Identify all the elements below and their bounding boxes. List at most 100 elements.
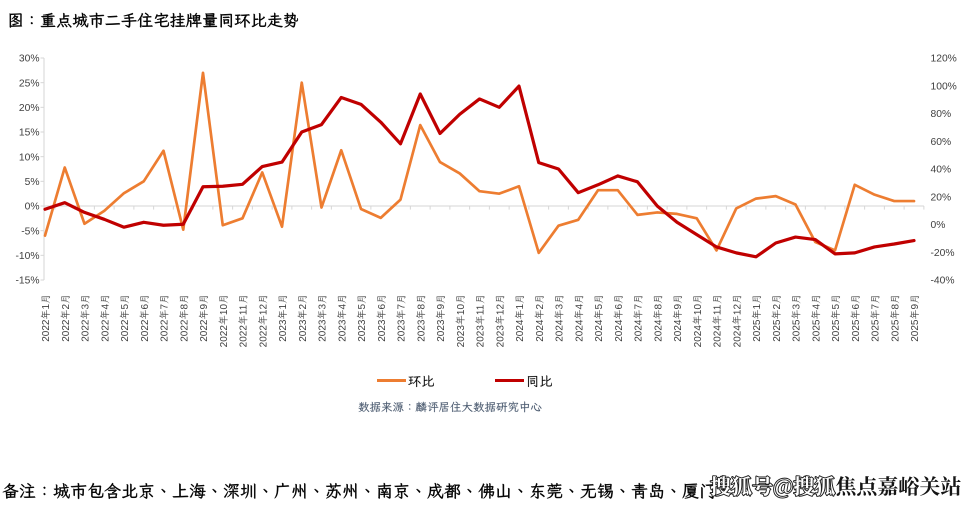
svg-text:2022: 2022	[100, 319, 111, 342]
svg-text:9: 9	[910, 304, 921, 310]
svg-text:10: 10	[456, 304, 467, 316]
svg-text:2: 2	[772, 304, 783, 310]
svg-text:40%: 40%	[931, 165, 952, 176]
svg-text:2022: 2022	[258, 325, 269, 348]
svg-text:0%: 0%	[931, 220, 946, 231]
svg-text:2025: 2025	[792, 319, 803, 342]
svg-text:80%: 80%	[931, 109, 952, 120]
svg-text:25%: 25%	[19, 78, 40, 89]
svg-text:2023: 2023	[298, 319, 309, 342]
svg-text:5%: 5%	[25, 177, 40, 188]
svg-text:11: 11	[713, 304, 724, 315]
svg-text:2023: 2023	[337, 319, 348, 342]
svg-text:2024: 2024	[515, 319, 526, 342]
svg-text:7: 7	[634, 304, 645, 310]
svg-text:11: 11	[476, 304, 487, 315]
svg-text:-5%: -5%	[21, 226, 39, 237]
svg-text:1: 1	[752, 304, 763, 310]
svg-text:6: 6	[140, 304, 151, 310]
svg-text:4: 4	[100, 304, 111, 310]
svg-text:8: 8	[416, 304, 427, 310]
svg-text:2023: 2023	[397, 319, 408, 342]
svg-text:2025: 2025	[831, 319, 842, 342]
svg-text:3: 3	[555, 304, 566, 310]
svg-text:2025: 2025	[811, 319, 822, 342]
svg-text:2025: 2025	[772, 319, 783, 342]
svg-text:1: 1	[278, 304, 289, 310]
svg-text:12: 12	[732, 304, 743, 316]
svg-text:20%: 20%	[931, 192, 952, 203]
svg-text:4: 4	[811, 304, 822, 310]
svg-text:7: 7	[871, 304, 882, 310]
svg-text:2024: 2024	[555, 319, 566, 342]
svg-text:1: 1	[515, 304, 526, 310]
svg-text:2022: 2022	[219, 325, 230, 348]
svg-text:120%: 120%	[931, 54, 957, 65]
svg-text:2024: 2024	[653, 319, 664, 342]
svg-text:2024: 2024	[673, 319, 684, 342]
svg-text:9: 9	[673, 304, 684, 310]
svg-text:6: 6	[851, 304, 862, 310]
svg-text:2024: 2024	[594, 319, 605, 342]
svg-text:100%: 100%	[931, 81, 957, 92]
svg-text:2023: 2023	[377, 319, 388, 342]
svg-text:3: 3	[792, 304, 803, 310]
svg-text:8: 8	[890, 304, 901, 310]
svg-text:5: 5	[594, 304, 605, 310]
svg-text:2022: 2022	[120, 319, 131, 342]
svg-text:7: 7	[397, 304, 408, 310]
svg-text:2024: 2024	[693, 325, 704, 348]
svg-text:30%: 30%	[19, 54, 40, 65]
svg-text:5: 5	[120, 304, 131, 310]
svg-text:2023: 2023	[495, 325, 506, 348]
svg-text:11: 11	[239, 304, 250, 315]
svg-text:9: 9	[436, 304, 447, 310]
svg-text:2025: 2025	[890, 319, 901, 342]
svg-text:2023: 2023	[318, 319, 329, 342]
svg-text:4: 4	[574, 304, 585, 310]
svg-text:2023: 2023	[416, 319, 427, 342]
svg-text:2023: 2023	[456, 325, 467, 348]
svg-text:2024: 2024	[634, 319, 645, 342]
svg-text:2022: 2022	[61, 319, 72, 342]
svg-text:10: 10	[693, 304, 704, 316]
svg-text:12: 12	[495, 304, 506, 316]
svg-text:10: 10	[219, 304, 230, 316]
svg-text:7: 7	[160, 304, 171, 310]
svg-text:2024: 2024	[713, 325, 724, 348]
svg-text:2022: 2022	[81, 319, 92, 342]
svg-text:8: 8	[179, 304, 190, 310]
svg-text:-15%: -15%	[15, 276, 39, 287]
svg-text:2024: 2024	[614, 319, 625, 342]
svg-text:2: 2	[298, 304, 309, 310]
svg-text:2022: 2022	[199, 319, 210, 342]
svg-text:1: 1	[41, 304, 52, 310]
svg-text:10%: 10%	[19, 152, 40, 163]
svg-text:2022: 2022	[239, 325, 250, 348]
svg-text:6: 6	[377, 304, 388, 310]
svg-text:5: 5	[357, 304, 368, 310]
svg-text:2025: 2025	[752, 319, 763, 342]
svg-text:6: 6	[614, 304, 625, 310]
svg-text:4: 4	[337, 304, 348, 310]
svg-text:0%: 0%	[25, 202, 40, 213]
svg-text:2025: 2025	[871, 319, 882, 342]
svg-text:2024: 2024	[535, 319, 546, 342]
svg-text:60%: 60%	[931, 137, 952, 148]
svg-text:3: 3	[81, 304, 92, 310]
svg-text:2023: 2023	[278, 319, 289, 342]
svg-text:15%: 15%	[19, 128, 40, 139]
svg-text:2: 2	[535, 304, 546, 310]
svg-text:2022: 2022	[140, 319, 151, 342]
svg-text:12: 12	[258, 304, 269, 316]
svg-text:2023: 2023	[357, 319, 368, 342]
svg-text:-40%: -40%	[931, 276, 955, 287]
svg-text:2022: 2022	[179, 319, 190, 342]
svg-text:2022: 2022	[160, 319, 171, 342]
svg-text:2024: 2024	[574, 319, 585, 342]
svg-text:2023: 2023	[476, 325, 487, 348]
svg-text:8: 8	[653, 304, 664, 310]
svg-text:2: 2	[61, 304, 72, 310]
svg-text:2025: 2025	[910, 319, 921, 342]
svg-text:-20%: -20%	[931, 248, 955, 259]
